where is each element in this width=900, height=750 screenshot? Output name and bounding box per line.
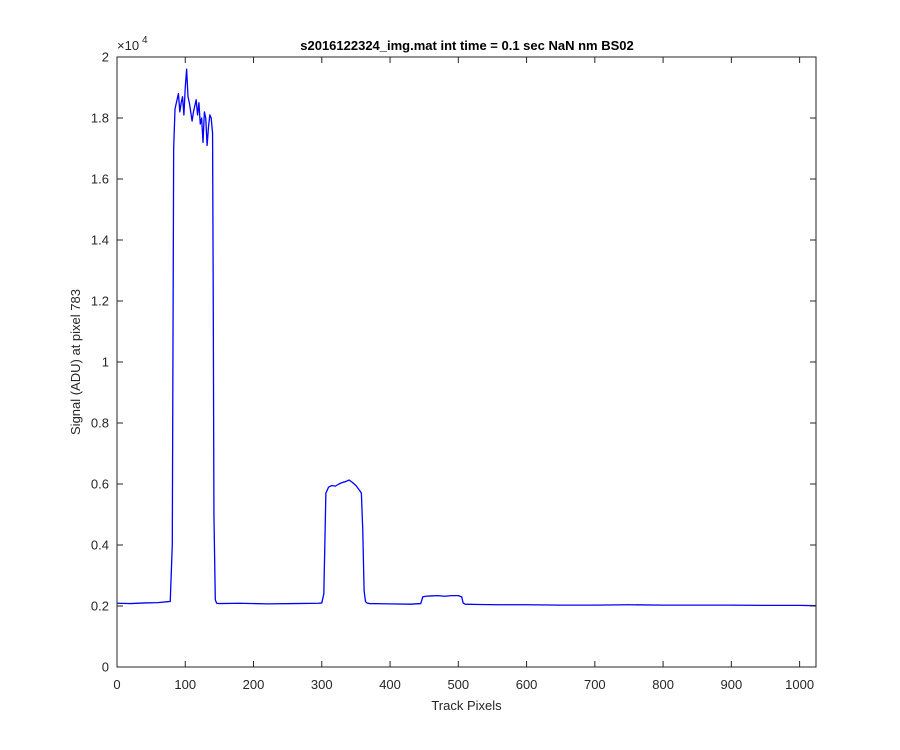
axes-box xyxy=(116,56,817,668)
y-exponent-base: ×10 xyxy=(117,38,139,53)
series-line-1 xyxy=(116,68,817,607)
x-axis: 0 100 200 300 400 500 600 700 800 900 1000 xyxy=(113,57,814,692)
y-axis-label: Signal (ADU) at pixel 783 xyxy=(68,289,83,435)
y-tick-label: 2 xyxy=(102,50,109,65)
x-tick-label: 200 xyxy=(243,677,265,692)
y-tick-label: 1.8 xyxy=(91,111,109,126)
x-tick-label: 800 xyxy=(652,677,674,692)
y-tick-label: 0.6 xyxy=(91,477,109,492)
x-tick-label: 0 xyxy=(113,677,120,692)
x-tick-label: 600 xyxy=(516,677,538,692)
x-tick-label: 900 xyxy=(721,677,743,692)
y-tick-label: 1.6 xyxy=(91,172,109,187)
x-tick-label: 700 xyxy=(584,677,606,692)
data-layer xyxy=(116,68,817,607)
y-tick-label: 0.2 xyxy=(91,599,109,614)
y-tick-label: 1 xyxy=(102,355,109,370)
x-tick-label: 100 xyxy=(174,677,196,692)
plot-area xyxy=(117,57,816,667)
x-tick-label: 400 xyxy=(379,677,401,692)
y-exponent-power: 4 xyxy=(142,35,148,46)
chart-title: s2016122324_img.mat int time = 0.1 sec N… xyxy=(300,38,634,53)
y-tick-label: 1.2 xyxy=(91,294,109,309)
y-tick-label: 1.4 xyxy=(91,233,109,248)
x-tick-label: 500 xyxy=(447,677,469,692)
y-tick-label: 0 xyxy=(102,660,109,675)
x-tick-label: 1000 xyxy=(785,677,814,692)
x-axis-label: Track Pixels xyxy=(431,698,502,713)
x-tick-label: 300 xyxy=(311,677,333,692)
y-tick-label: 0.8 xyxy=(91,416,109,431)
y-tick-label: 0.4 xyxy=(91,538,109,553)
